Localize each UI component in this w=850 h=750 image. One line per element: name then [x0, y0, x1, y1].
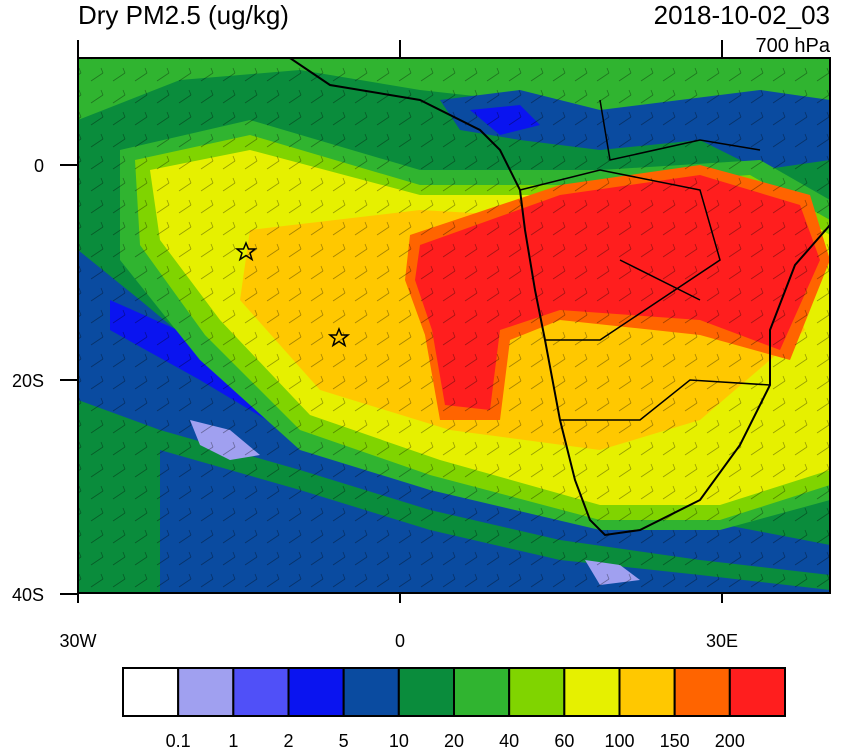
- colorbar-box: [342, 667, 400, 717]
- lon-label: 30W: [59, 631, 96, 651]
- timestamp: 2018-10-02_03: [654, 0, 830, 30]
- colorbar-box: [287, 667, 345, 717]
- lon-label: 30E: [706, 631, 738, 651]
- colorbar-box: [618, 667, 676, 717]
- colorbar-label: 5: [339, 731, 349, 750]
- title: Dry PM2.5 (ug/kg): [78, 0, 289, 30]
- colorbar-label: 1: [228, 731, 238, 750]
- colorbar: 0.1 1 2 5 10 20 40 60 100 150 200: [122, 667, 786, 750]
- map-frame: [77, 57, 831, 594]
- colorbar-box: [397, 667, 456, 717]
- colorbar-box: [563, 667, 621, 717]
- colorbar-label: 150: [660, 731, 690, 750]
- lon-label: 0: [395, 631, 405, 651]
- lat-label: 20S: [12, 371, 44, 391]
- colorbar-label: 100: [604, 731, 634, 750]
- map: [78, 58, 830, 593]
- colorbar-box: [453, 667, 511, 717]
- colorbar-box: [232, 667, 290, 717]
- colorbar-label: 2: [283, 731, 293, 750]
- colorbar-box: [728, 667, 786, 717]
- colorbar-label: 0.1: [166, 731, 191, 750]
- lat-label: 40S: [12, 585, 44, 605]
- colorbar-label: 20: [444, 731, 464, 750]
- map-ticks: [60, 40, 723, 603]
- level: 700 hPa: [755, 35, 830, 57]
- colorbar-box: [122, 667, 180, 717]
- colorbar-label: 40: [499, 731, 519, 750]
- colorbar-label: 200: [715, 731, 745, 750]
- colorbar-label: 10: [389, 731, 409, 750]
- colorbar-label: 60: [554, 731, 574, 750]
- lat-label: 0: [34, 156, 44, 176]
- colorbar-box: [508, 667, 566, 717]
- colorbar-box: [673, 667, 731, 717]
- colorbar-box: [177, 667, 235, 717]
